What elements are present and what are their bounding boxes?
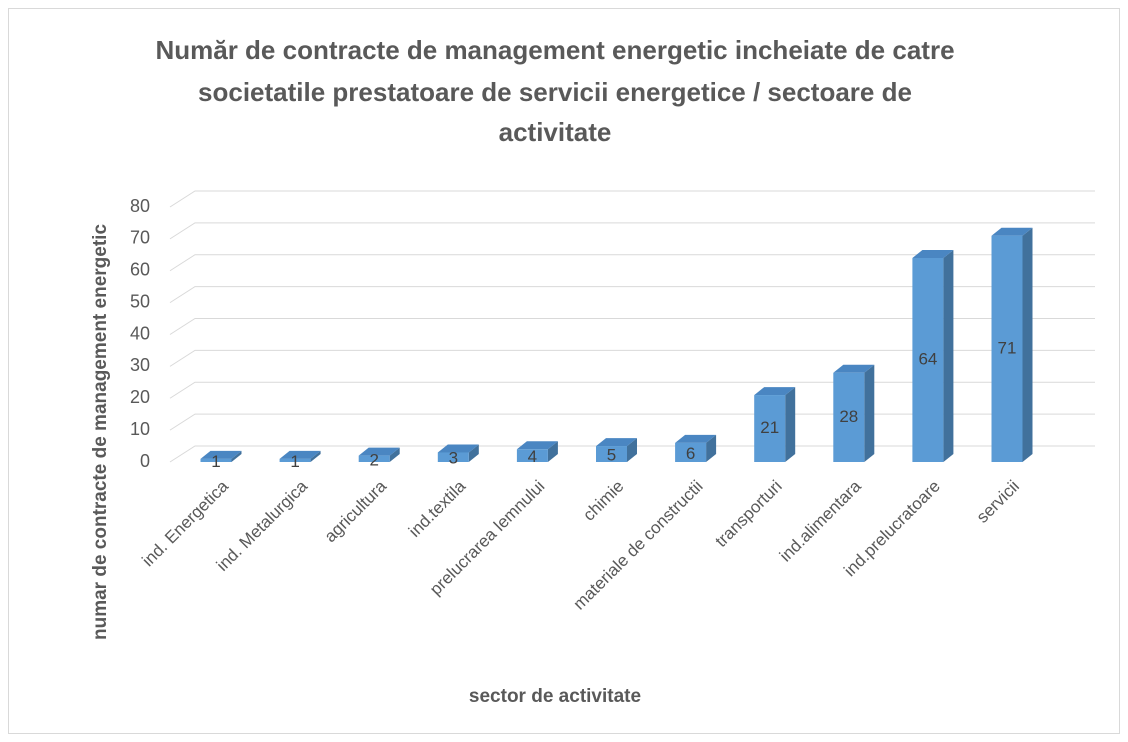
bar-front bbox=[675, 442, 707, 462]
bar bbox=[754, 387, 796, 462]
y-tick-label: 20 bbox=[130, 387, 150, 407]
data-label: 71 bbox=[998, 338, 1017, 357]
y-tick-label: 40 bbox=[130, 323, 150, 343]
grid-line bbox=[169, 318, 1095, 335]
bar-front bbox=[991, 235, 1023, 462]
bar-side bbox=[943, 250, 954, 462]
bar-front bbox=[358, 455, 390, 462]
bar-top bbox=[437, 444, 479, 453]
y-tick-label: 80 bbox=[130, 196, 150, 216]
y-tick-label: 0 bbox=[140, 451, 150, 471]
bar bbox=[991, 227, 1033, 462]
bar-top bbox=[279, 450, 321, 459]
data-label: 64 bbox=[918, 349, 937, 368]
data-label: 3 bbox=[449, 449, 458, 468]
bar-top bbox=[912, 250, 954, 258]
bar-side bbox=[627, 438, 637, 462]
chart-title: societatile prestatoare de servicii ener… bbox=[198, 77, 912, 107]
bar-front bbox=[754, 395, 786, 462]
y-tick-label: 50 bbox=[130, 291, 150, 311]
y-tick-label: 10 bbox=[130, 419, 150, 439]
x-axis-title: sector de activitate bbox=[469, 686, 641, 707]
grid-line bbox=[169, 381, 1095, 399]
bar bbox=[912, 250, 954, 462]
bar-side bbox=[468, 444, 479, 462]
data-label: 4 bbox=[528, 447, 537, 466]
data-label: 2 bbox=[369, 450, 378, 469]
bar-side bbox=[864, 364, 875, 462]
data-label: 21 bbox=[760, 418, 779, 437]
bar bbox=[516, 441, 558, 462]
bar bbox=[358, 447, 400, 462]
bar-side bbox=[547, 441, 558, 462]
bar-top bbox=[833, 364, 875, 373]
bar bbox=[279, 450, 321, 462]
bar-top bbox=[596, 438, 637, 447]
bar-side bbox=[706, 434, 717, 462]
bar bbox=[833, 364, 875, 462]
bar-top bbox=[991, 227, 1033, 236]
grid-line bbox=[169, 286, 1095, 304]
bar-top bbox=[516, 441, 558, 450]
bar-front bbox=[912, 258, 944, 462]
bar bbox=[200, 450, 242, 462]
bar bbox=[675, 434, 717, 462]
bar-side bbox=[389, 447, 400, 462]
bar-top bbox=[200, 450, 242, 459]
bar-front bbox=[437, 452, 469, 462]
bar bbox=[437, 444, 479, 462]
y-tick-label: 30 bbox=[130, 355, 150, 375]
data-label: 6 bbox=[686, 444, 695, 463]
bar-side bbox=[231, 450, 242, 462]
bar-front bbox=[833, 372, 865, 462]
grid-line bbox=[169, 222, 1095, 240]
bar-top bbox=[754, 387, 796, 396]
data-label: 1 bbox=[290, 452, 299, 471]
bar-front bbox=[279, 458, 311, 462]
bar-side bbox=[785, 387, 796, 462]
bar-top bbox=[675, 434, 717, 443]
y-tick-label: 70 bbox=[130, 228, 150, 248]
bar bbox=[596, 438, 637, 462]
bar-front bbox=[516, 449, 548, 462]
y-axis-title: numar de contracte de management energet… bbox=[90, 224, 111, 640]
grid-line bbox=[169, 349, 1095, 367]
grid-line bbox=[169, 254, 1095, 272]
chart-title: activitate bbox=[499, 117, 612, 147]
bar-side bbox=[1022, 227, 1033, 462]
bar-top bbox=[358, 447, 400, 456]
bar-front bbox=[200, 458, 232, 462]
y-tick-label: 60 bbox=[130, 260, 150, 280]
data-label: 1 bbox=[211, 452, 220, 471]
bar-side bbox=[310, 450, 321, 462]
bar-front bbox=[596, 446, 627, 462]
grid-line bbox=[169, 190, 1095, 208]
chart-title: Număr de contracte de management energet… bbox=[155, 35, 954, 65]
data-label: 5 bbox=[607, 446, 616, 465]
data-label: 28 bbox=[839, 407, 858, 426]
